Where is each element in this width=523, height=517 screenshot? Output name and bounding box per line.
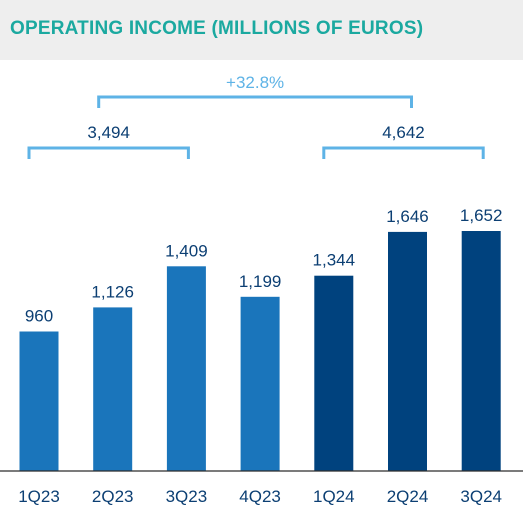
bar-1q23 xyxy=(19,331,59,471)
value-label-2q23: 1,126 xyxy=(91,282,134,301)
tick-label-3q23: 3Q23 xyxy=(166,487,208,506)
comparison-bracket xyxy=(97,95,413,108)
tick-label-1q24: 1Q24 xyxy=(313,487,355,506)
value-label-1q24: 1,344 xyxy=(313,251,356,270)
group-bracket-2 xyxy=(322,146,485,159)
value-label-1q23: 960 xyxy=(25,307,53,326)
value-label-2q24: 1,646 xyxy=(386,207,429,226)
bar-3q24 xyxy=(461,231,501,471)
bar-3q23 xyxy=(166,266,206,471)
group-total-label-1: 3,494 xyxy=(87,123,130,142)
group-bracket-1 xyxy=(27,146,190,159)
tick-label-2q23: 2Q23 xyxy=(92,487,134,506)
tick-label-3q24: 3Q24 xyxy=(460,487,502,506)
tick-label-1q23: 1Q23 xyxy=(18,487,60,506)
bar-2q23 xyxy=(93,307,133,471)
tick-label-2q24: 2Q24 xyxy=(387,487,429,506)
value-label-3q23: 1,409 xyxy=(165,241,208,260)
bar-1q24 xyxy=(314,275,354,471)
bar-2q24 xyxy=(388,231,427,471)
group-total-label-2: 4,642 xyxy=(382,123,425,142)
value-label-4q23: 1,199 xyxy=(239,272,282,291)
title-band: OPERATING INCOME (MILLIONS OF EUROS) xyxy=(0,0,523,60)
tick-label-4q23: 4Q23 xyxy=(239,487,281,506)
comparison-label: +32.8% xyxy=(226,73,284,92)
chart-title: OPERATING INCOME (MILLIONS OF EUROS) xyxy=(10,18,424,39)
value-label-3q24: 1,652 xyxy=(460,206,503,225)
bar-4q23 xyxy=(240,296,280,471)
